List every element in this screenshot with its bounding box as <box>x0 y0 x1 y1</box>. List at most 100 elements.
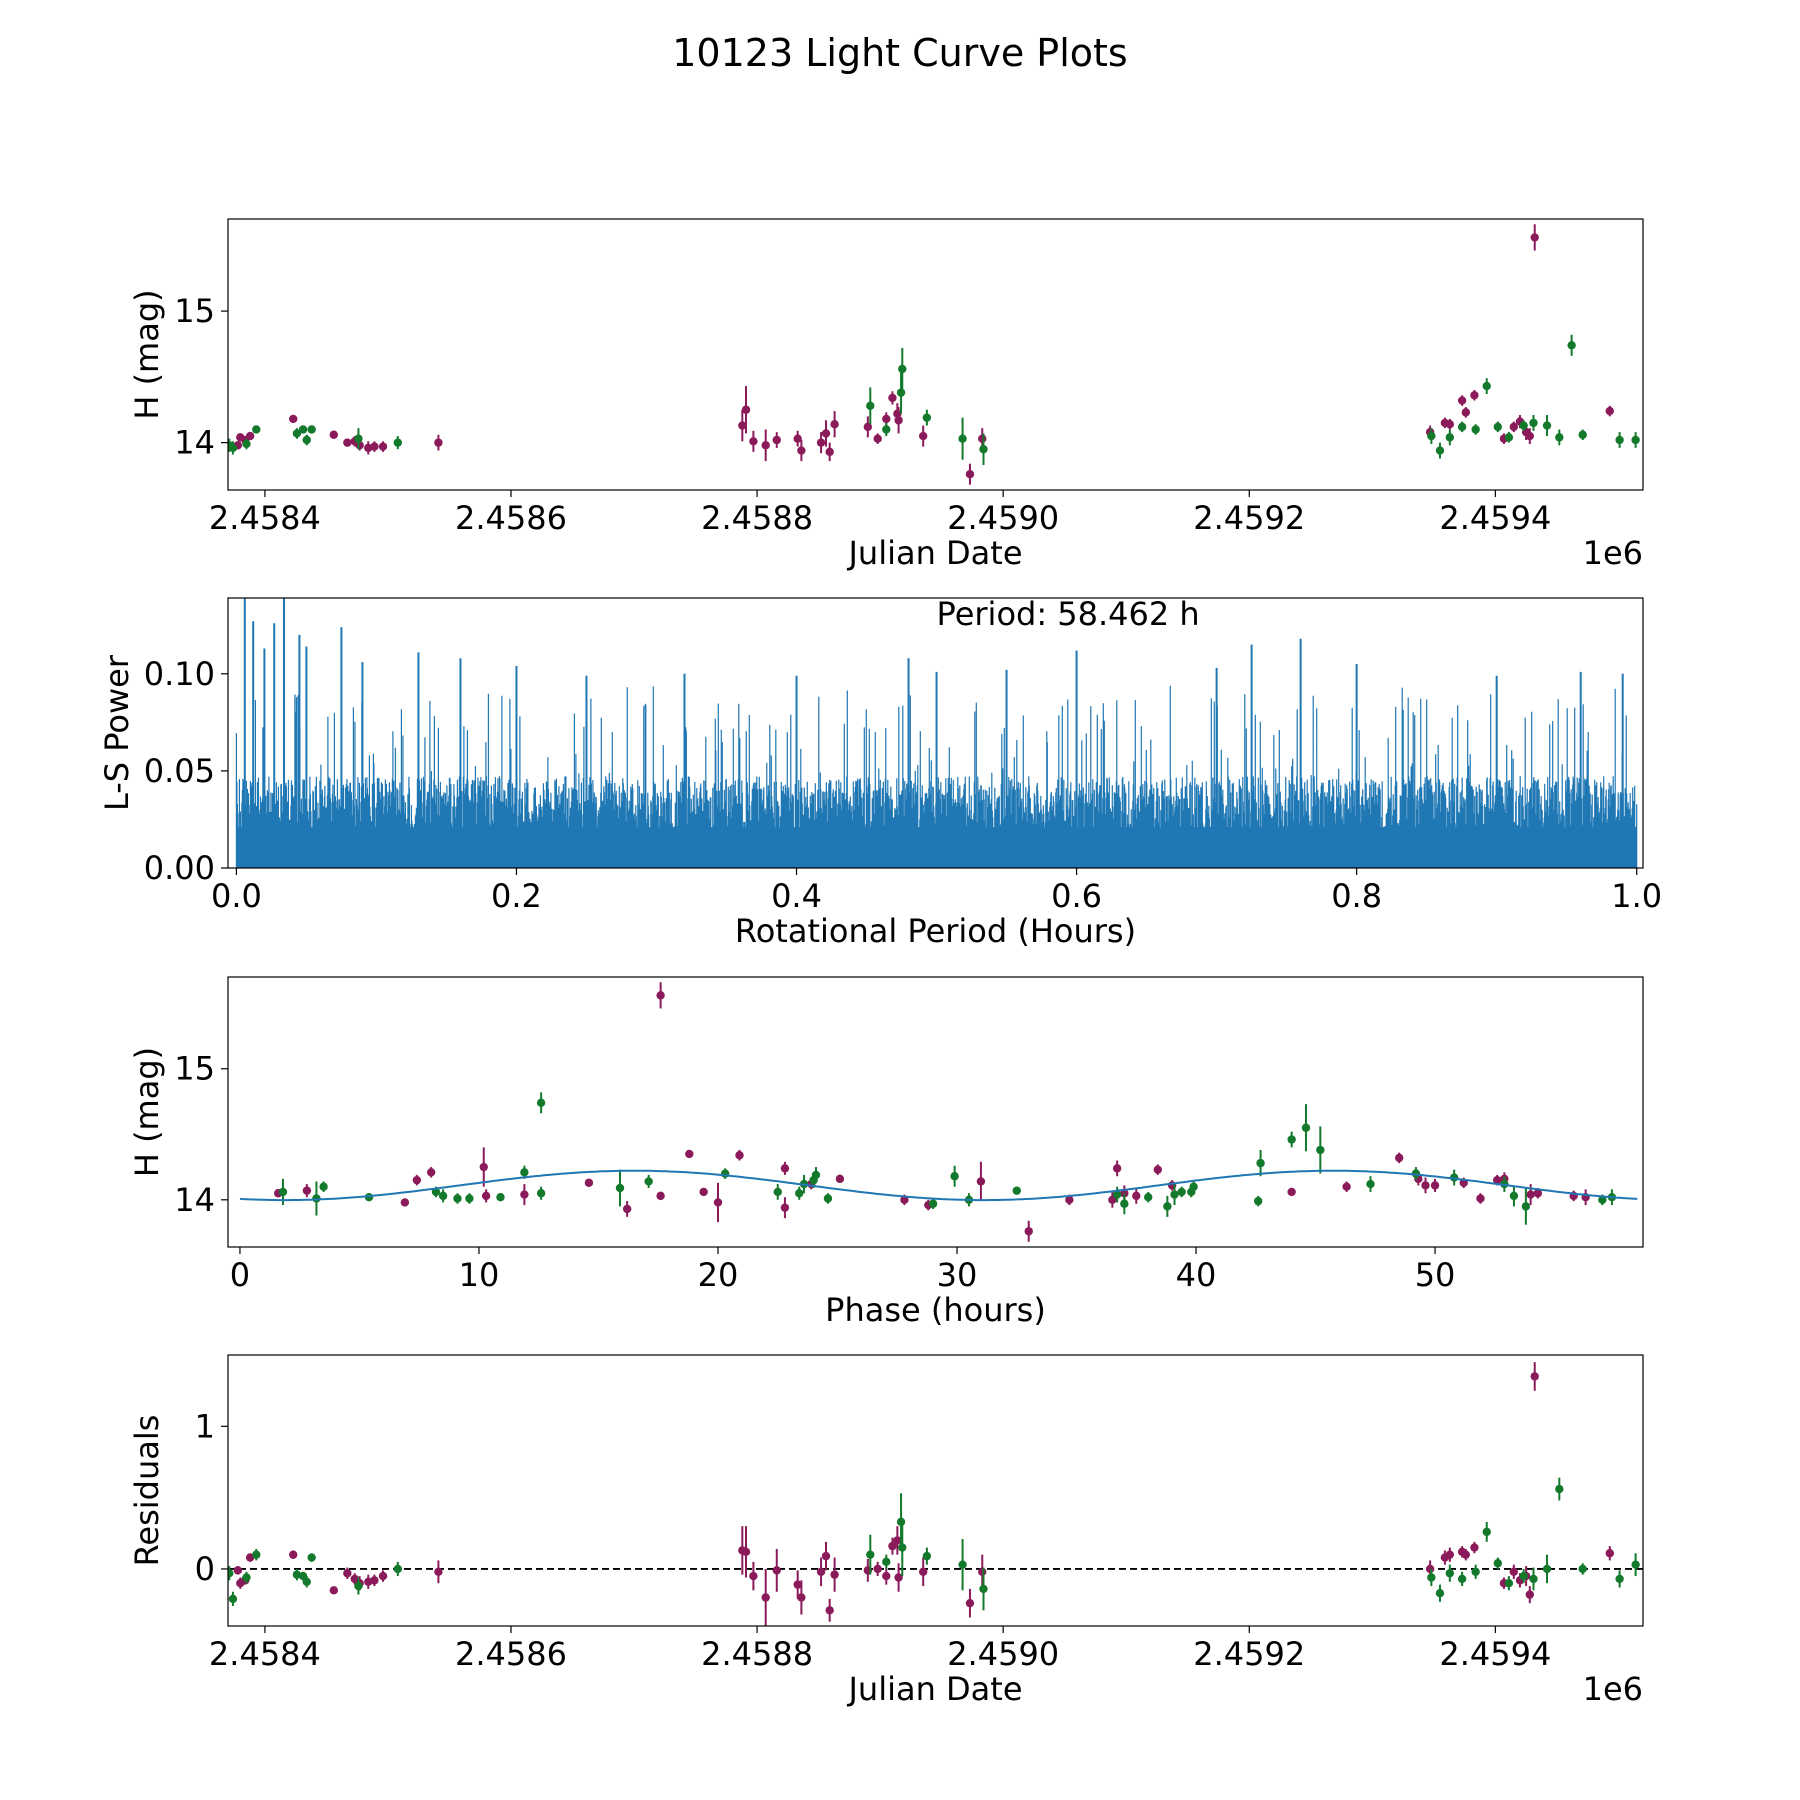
data-point <box>793 434 802 443</box>
data-point <box>780 1203 790 1212</box>
data-point <box>896 388 906 397</box>
x-axis-label: Julian Date <box>846 1670 1022 1708</box>
x-tick-label: 40 <box>1176 1256 1217 1294</box>
data-point <box>894 1573 903 1582</box>
data-point <box>772 1566 781 1575</box>
data-point <box>1253 1196 1263 1206</box>
data-point <box>465 1194 474 1203</box>
data-point <box>354 434 363 443</box>
y-tick-label: 15 <box>174 292 215 330</box>
data-point <box>343 1569 352 1578</box>
data-point <box>1605 406 1614 416</box>
y-axis-label: H (mag) <box>128 1047 166 1177</box>
data-point <box>1132 1191 1141 1201</box>
data-point <box>1024 1227 1033 1236</box>
x-tick-label: 2.4590 <box>947 499 1059 537</box>
data-point <box>1012 1186 1021 1195</box>
data-point <box>894 416 903 425</box>
data-point <box>302 1577 311 1586</box>
x-tick-label: 2.4584 <box>209 499 321 537</box>
subplot-residuals: 2.4584 2.4586 2.4588 2.4590 2.4592 2.4594 0 1 Ju… <box>128 1354 1644 1708</box>
data-point <box>1177 1187 1186 1197</box>
data-point <box>1427 1573 1436 1582</box>
data-point <box>1509 1567 1519 1577</box>
data-point <box>370 442 379 451</box>
y-tick-label: 15 <box>174 1050 215 1088</box>
data-point <box>741 405 751 414</box>
series-b <box>228 1477 1643 1611</box>
data-point <box>1615 435 1624 445</box>
data-point <box>1529 418 1538 428</box>
data-point <box>797 1593 806 1602</box>
data-point <box>228 1594 238 1604</box>
data-point <box>685 1149 694 1159</box>
data-point <box>228 443 238 453</box>
data-point <box>1457 1574 1467 1584</box>
data-point <box>1526 1190 1535 1199</box>
data-point <box>958 434 967 443</box>
data-point <box>1493 1559 1503 1568</box>
data-point <box>978 1567 987 1577</box>
series-b <box>228 334 1643 466</box>
data-point <box>1471 425 1480 434</box>
data-point <box>1445 1569 1455 1578</box>
data-point <box>1605 1549 1614 1558</box>
data-point <box>713 1198 723 1207</box>
data-point <box>896 1517 906 1527</box>
data-point <box>1445 1550 1455 1559</box>
data-point <box>1530 1372 1539 1381</box>
data-point <box>536 1189 546 1198</box>
data-point <box>434 438 443 447</box>
y-axis-label: H (mag) <box>128 289 166 419</box>
subplots: 2.4584 2.4586 2.4588 2.4590 2.4592 2.45941415… <box>98 218 1662 1708</box>
y-tick-label: 14 <box>174 1181 215 1219</box>
data-point <box>1567 341 1576 350</box>
x-tick-label: 10 <box>459 1256 500 1294</box>
data-point <box>738 421 747 430</box>
data-point <box>1457 396 1467 405</box>
x-tick-label: 2.4588 <box>701 1635 813 1673</box>
data-point <box>453 1194 462 1203</box>
data-point <box>1144 1192 1153 1202</box>
data-point <box>741 1547 751 1557</box>
x-tick-label: 2.4588 <box>701 499 813 537</box>
data-point <box>1471 1567 1480 1577</box>
data-point <box>830 1570 839 1579</box>
data-point <box>1509 422 1519 432</box>
data-point <box>780 1164 790 1173</box>
data-point <box>900 1195 909 1205</box>
data-point <box>1476 1194 1485 1203</box>
data-point <box>412 1175 422 1185</box>
x-tick-label: 0.4 <box>771 877 822 915</box>
data-point <box>816 438 826 447</box>
data-point <box>1529 1574 1538 1584</box>
y-tick-label: 14 <box>174 424 215 462</box>
data-point <box>1525 1590 1535 1599</box>
data-point <box>1519 421 1528 430</box>
data-point <box>615 1183 625 1193</box>
data-point <box>307 1553 316 1562</box>
data-point <box>918 1567 928 1577</box>
data-point <box>329 430 339 439</box>
data-point <box>292 429 302 438</box>
data-point <box>307 425 316 434</box>
data-point <box>823 1194 833 1203</box>
data-point <box>1482 1527 1491 1537</box>
period-annotation: Period: 58.462 h <box>937 595 1200 633</box>
data-point <box>965 1598 975 1608</box>
data-point <box>354 1581 363 1591</box>
data-point <box>821 1551 831 1561</box>
x-tick-label: 0.8 <box>1331 877 1382 915</box>
data-point <box>1555 1484 1564 1494</box>
data-point <box>656 1191 665 1201</box>
data-point <box>928 1199 938 1208</box>
data-point <box>644 1177 653 1186</box>
data-point <box>584 1178 594 1187</box>
data-point <box>1189 1182 1198 1191</box>
data-point <box>1112 1190 1122 1199</box>
data-point <box>1366 1179 1375 1189</box>
x-tick-label: 0.0 <box>211 877 262 915</box>
data-point <box>298 425 308 434</box>
data-point <box>1461 408 1471 417</box>
data-points <box>273 982 1617 1242</box>
